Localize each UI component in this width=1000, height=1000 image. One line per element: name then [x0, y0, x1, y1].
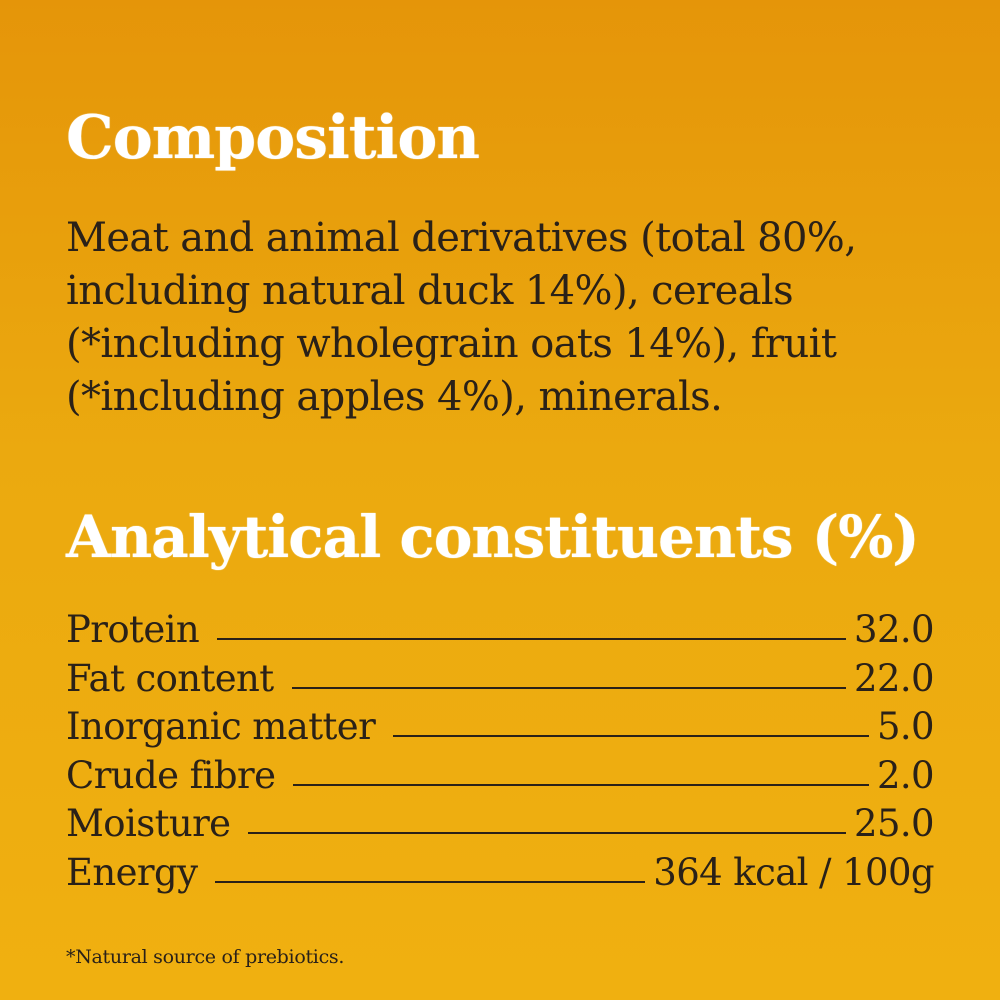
constituent-value: 5.0	[876, 705, 935, 748]
constituent-value: 364 kcal / 100g	[653, 850, 934, 894]
leader-line	[293, 783, 869, 786]
constituent-label: Energy	[66, 850, 198, 894]
leader-line	[215, 880, 646, 883]
constituent-label: Crude fibre	[66, 753, 276, 797]
constituent-row-fat-content: Fat content 22.0	[66, 656, 935, 706]
analytical-constituents-table: Protein 32.0 Fat content 22.0 Inorganic …	[66, 608, 935, 900]
leader-line	[217, 638, 847, 640]
leader-line	[291, 686, 847, 689]
constituent-value: 2.0	[876, 753, 935, 797]
composition-text: Meat and animal derivatives (total 80%, …	[66, 215, 857, 420]
analytical-constituents-heading: Analytical constituents (%)	[66, 503, 920, 571]
leader-line	[393, 735, 869, 737]
constituent-value: 22.0	[854, 656, 935, 700]
constituent-label: Fat content	[66, 656, 274, 700]
constituent-row-protein: Protein 32.0	[66, 608, 935, 657]
constituent-label: Protein	[66, 608, 200, 651]
constituent-label: Inorganic matter	[66, 705, 376, 748]
constituent-label: Moisture	[66, 802, 231, 845]
constituent-row-inorganic-matter: Inorganic matter 5.0	[66, 705, 935, 754]
composition-heading: Composition	[66, 103, 480, 173]
constituent-row-energy: Energy 364 kcal / 100g	[66, 850, 935, 900]
constituent-row-crude-fibre: Crude fibre 2.0	[66, 753, 935, 803]
footnote: *Natural source of prebiotics.	[66, 946, 345, 968]
leader-line	[248, 832, 847, 834]
constituent-value: 32.0	[854, 608, 935, 651]
constituent-row-moisture: Moisture 25.0	[66, 802, 935, 851]
constituent-value: 25.0	[854, 802, 935, 845]
